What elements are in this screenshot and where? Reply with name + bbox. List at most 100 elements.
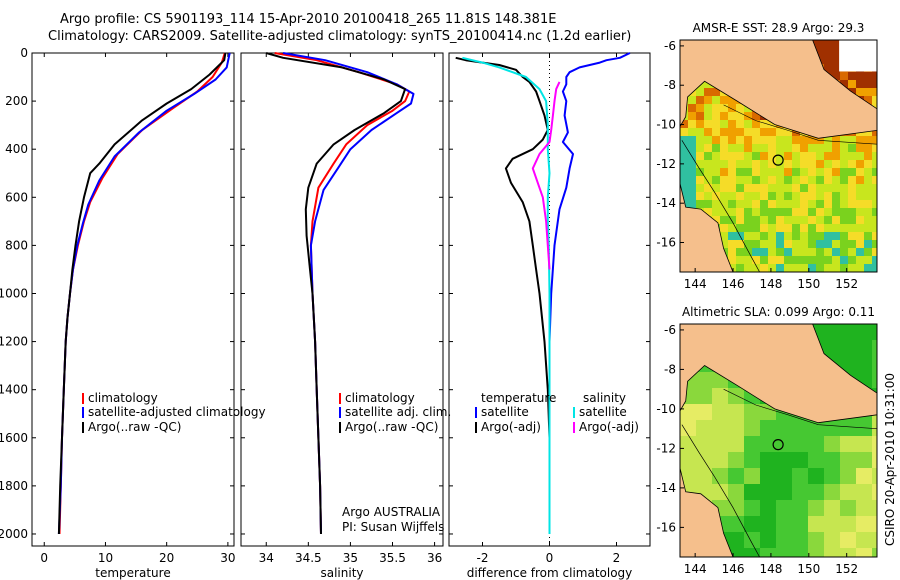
map-cell	[848, 184, 856, 192]
map-cell	[816, 264, 824, 272]
shelf-contour	[723, 104, 877, 145]
map-cell	[784, 256, 792, 264]
map-cell	[808, 144, 816, 152]
map-cell	[712, 136, 720, 144]
map-cell	[736, 200, 744, 208]
map-cell	[688, 136, 696, 144]
map-cell	[784, 128, 792, 136]
legend-item: satellite-adjusted climatology	[88, 405, 266, 419]
map-cell	[736, 224, 744, 232]
map-cell	[840, 208, 848, 216]
reef-contour	[681, 140, 760, 272]
map-cell	[776, 168, 784, 176]
map-title: AMSR-E SST: 28.9 Argo: 29.3	[693, 21, 865, 35]
x-tick-label: 10	[98, 551, 113, 565]
map-cell	[792, 136, 800, 144]
map-cell	[824, 136, 832, 144]
map-cell	[800, 184, 808, 192]
map-cell	[768, 128, 776, 136]
map-cell	[696, 192, 704, 200]
map-cell	[872, 356, 877, 372]
map-cell	[792, 224, 800, 232]
map-cell	[752, 160, 760, 168]
map-cell	[800, 168, 808, 176]
map-cell	[824, 208, 832, 216]
map-cell	[872, 484, 877, 500]
map-cell	[856, 136, 864, 144]
map-cell	[832, 144, 840, 152]
map-cell	[808, 468, 824, 484]
map-cell	[768, 184, 776, 192]
map-cell	[824, 48, 832, 56]
map-cell	[728, 200, 736, 208]
map-cell	[824, 64, 832, 72]
map-cell	[824, 168, 832, 176]
map-cell	[800, 208, 808, 216]
map-cell	[800, 144, 808, 152]
map-cell	[824, 192, 832, 200]
map-cell	[848, 240, 856, 248]
map-cell	[776, 200, 784, 208]
map-cell	[864, 192, 872, 200]
map-cell	[864, 152, 872, 160]
map-cell	[864, 80, 872, 88]
map-y-tick-label: -16	[656, 236, 676, 250]
map-cell	[744, 532, 760, 548]
map-cell	[808, 248, 816, 256]
series-line	[455, 56, 551, 534]
map-cell	[712, 200, 720, 208]
map-cell	[840, 224, 848, 232]
map-cell	[872, 128, 877, 136]
map-cell	[760, 548, 776, 557]
map-cell	[712, 168, 720, 176]
map-cell	[824, 232, 832, 240]
map-cell	[728, 264, 736, 272]
map-y-tick-label: -8	[664, 78, 676, 92]
map-cell	[784, 160, 792, 168]
map-cell	[784, 224, 792, 232]
map-cell	[744, 168, 752, 176]
legend-item: satellite adj. clim.	[345, 405, 451, 419]
map-x-tick-label: 146	[722, 562, 745, 576]
map-cell	[872, 168, 877, 176]
map-cell	[736, 136, 744, 144]
map-cell	[760, 128, 768, 136]
map-cell	[864, 264, 872, 272]
map-cell	[864, 176, 872, 184]
map-cell	[808, 216, 816, 224]
map-cell	[744, 176, 752, 184]
map-cell	[696, 152, 704, 160]
credit-line-1: Argo AUSTRALIA	[342, 505, 441, 519]
map-cell	[768, 120, 776, 128]
map-cell	[832, 248, 840, 256]
map-cell	[856, 436, 872, 452]
map-cell	[776, 232, 784, 240]
map-cell	[784, 248, 792, 256]
map-cell	[728, 128, 736, 136]
map-cell	[800, 200, 808, 208]
map-cell	[728, 192, 736, 200]
map-cell	[696, 136, 704, 144]
series-line	[282, 52, 415, 535]
map-cell	[736, 264, 744, 272]
map-cell	[728, 404, 744, 420]
map-cell	[760, 420, 776, 436]
map-x-tick-label: 152	[835, 562, 858, 576]
map-cell	[872, 468, 877, 484]
map-cell	[824, 200, 832, 208]
map-cell	[808, 208, 816, 216]
map-cell	[680, 120, 688, 128]
series-line	[265, 52, 407, 535]
map-cell	[728, 120, 736, 128]
map-cell	[696, 168, 704, 176]
map-cell	[736, 160, 744, 168]
map-cell	[776, 144, 784, 152]
map-cell	[696, 96, 704, 104]
map-cell	[760, 532, 776, 548]
map-cell	[752, 208, 760, 216]
map-cell	[792, 216, 800, 224]
y-tick-label: 1800	[0, 479, 28, 493]
map-cell	[728, 500, 744, 516]
map-cell	[872, 184, 877, 192]
map-cell	[760, 404, 776, 420]
